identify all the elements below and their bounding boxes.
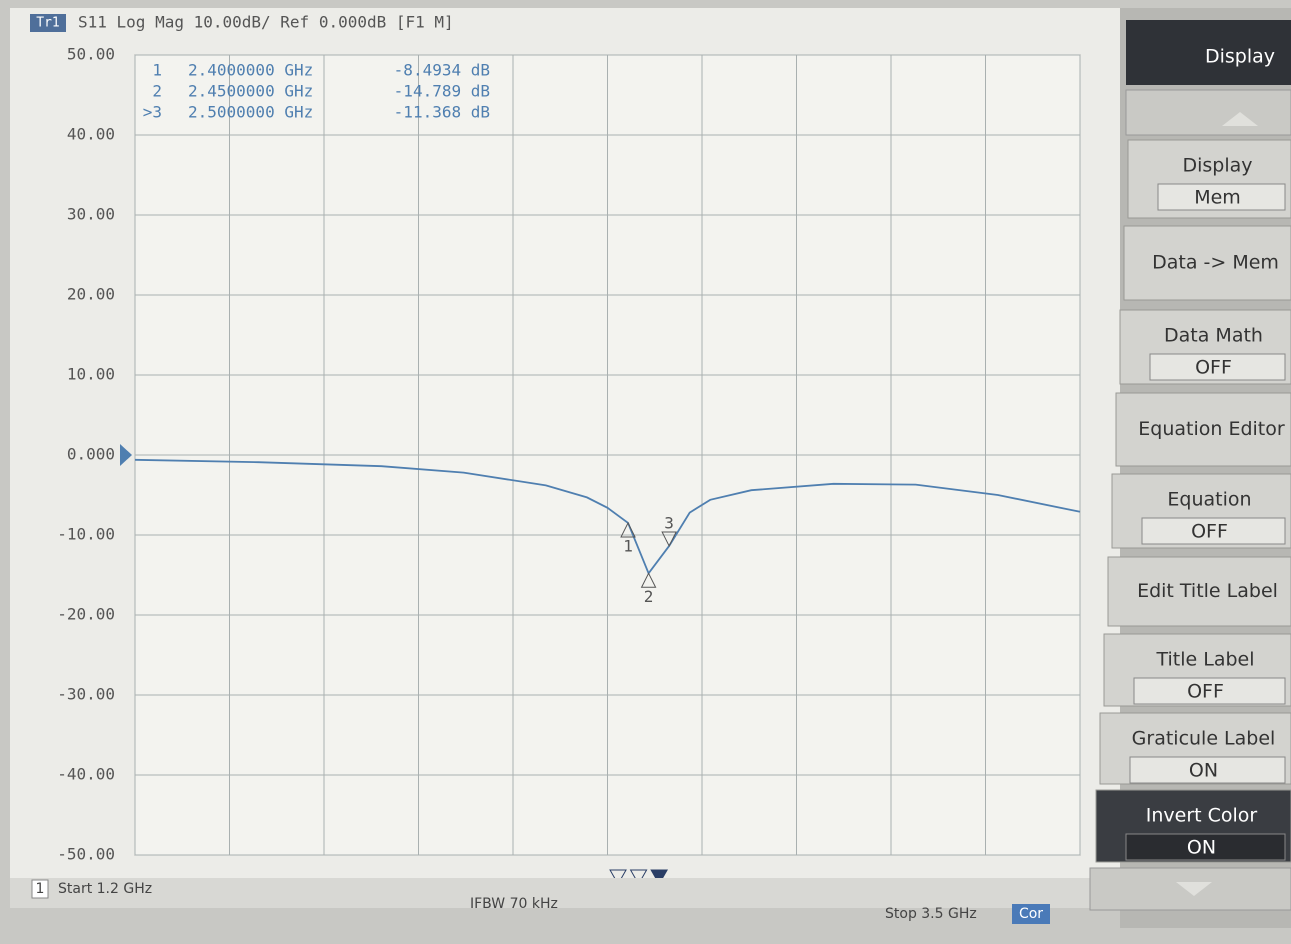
marker-value: -14.789 dB (394, 82, 490, 101)
marker-tag: 2 (644, 587, 654, 606)
y-tick-label: 10.00 (67, 365, 115, 384)
softkey-value: OFF (1195, 357, 1232, 379)
softkey-title: Display (1205, 46, 1275, 68)
softkey-value: OFF (1191, 521, 1228, 543)
y-tick-label: 20.00 (67, 285, 115, 304)
softkey-label: Graticule Label (1132, 728, 1276, 750)
softkey-label: Data -> Mem (1152, 252, 1279, 274)
marker-freq: 2.5000000 GHz (188, 103, 313, 122)
y-tick-label: 50.00 (67, 45, 115, 64)
trace-id: Tr1 (36, 16, 59, 31)
y-tick-label: -50.00 (57, 845, 115, 864)
start-freq: Start 1.2 GHz (58, 881, 152, 897)
y-tick-label: -30.00 (57, 685, 115, 704)
softkey-label: Invert Color (1146, 805, 1258, 827)
y-tick-label: 40.00 (67, 125, 115, 144)
softkey-label: Equation Editor (1138, 418, 1285, 440)
vna-screen: Tr1 S11 Log Mag 10.00dB/ Ref 0.000dB [F1… (0, 0, 1291, 944)
marker-tag: 3 (664, 513, 674, 532)
marker-value: -11.368 dB (394, 103, 490, 122)
marker-id: 1 (152, 61, 162, 80)
channel: 1 (36, 881, 45, 897)
softkey-value: OFF (1187, 681, 1224, 703)
marker-tag: 1 (623, 536, 633, 555)
softkey-label: Data Math (1164, 325, 1263, 347)
scroll-up[interactable] (1126, 90, 1291, 135)
stop-freq: Stop 3.5 GHz (885, 906, 977, 922)
y-tick-label: 30.00 (67, 205, 115, 224)
softkey-label: Equation (1167, 489, 1251, 511)
y-tick-label: -40.00 (57, 765, 115, 784)
marker-freq: 2.4500000 GHz (188, 82, 313, 101)
footer-bar (10, 878, 1120, 908)
softkey-value: ON (1187, 837, 1216, 859)
y-tick-label: -10.00 (57, 525, 115, 544)
y-tick-label: 0.000 (67, 445, 115, 464)
softkey-value: ON (1189, 760, 1218, 782)
marker-freq: 2.4000000 GHz (188, 61, 313, 80)
marker-id: 2 (152, 82, 162, 101)
ifbw: IFBW 70 kHz (470, 896, 558, 912)
softkey-label: Edit Title Label (1137, 580, 1278, 602)
softkey-label: Title Label (1155, 649, 1254, 671)
marker-value: -8.4934 dB (394, 61, 490, 80)
softkey-label: Display (1182, 155, 1252, 177)
y-tick-label: -20.00 (57, 605, 115, 624)
marker-id: >3 (143, 103, 162, 122)
trace-status: S11 Log Mag 10.00dB/ Ref 0.000dB [F1 M] (78, 13, 454, 32)
softkeys: Display Mem Data -> Mem Data Math OFF Equatio… (1096, 140, 1291, 862)
softkey-value: Mem (1194, 187, 1241, 209)
cor: Cor (1019, 906, 1043, 922)
